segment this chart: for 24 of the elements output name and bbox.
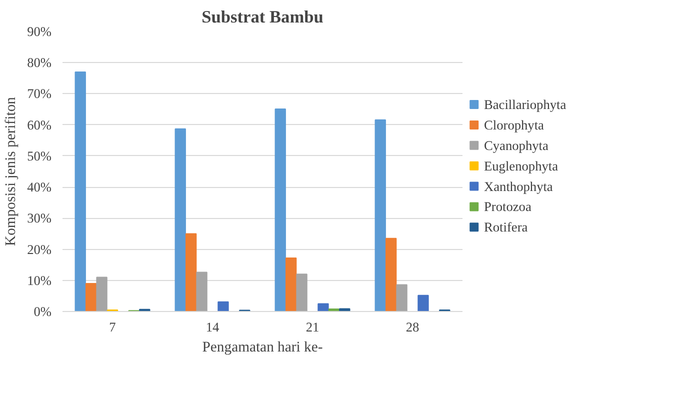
x-axis-title: Pengamatan hari ke- [202,340,323,356]
y-tick-label: 10% [27,272,52,288]
y-tick-label: 30% [27,210,52,226]
chart-title: Substrat Bambu [202,8,324,26]
y-tick-label: 70% [27,86,52,102]
legend-label: Clorophyta [484,117,544,132]
x-tick-label: 14 [206,320,220,334]
y-tick-label: 80% [27,55,52,70]
y-tick-label: 0% [34,304,52,319]
y-tick-label: 40% [27,180,52,195]
x-tick-label: 7 [109,320,116,334]
y-tick-label: 20% [27,242,52,257]
legend-label: Cyanophyta [484,138,548,153]
y-tick-label: 50% [27,148,52,164]
x-tick-label: 21 [306,320,320,334]
x-tick-label: 28 [406,320,420,334]
y-axis-title: Komposisi jenis perifiton [3,96,20,246]
legend-label: Bacillariophyta [484,97,566,112]
legend-label: Xanthophyta [484,178,553,194]
legend-label: Protozoa [484,199,532,214]
y-tick-label: 90% [27,24,52,39]
legend-label: Euglenophyta [484,158,558,174]
legend-label: Rotifera [484,220,528,235]
y-tick-label: 60% [27,117,52,132]
